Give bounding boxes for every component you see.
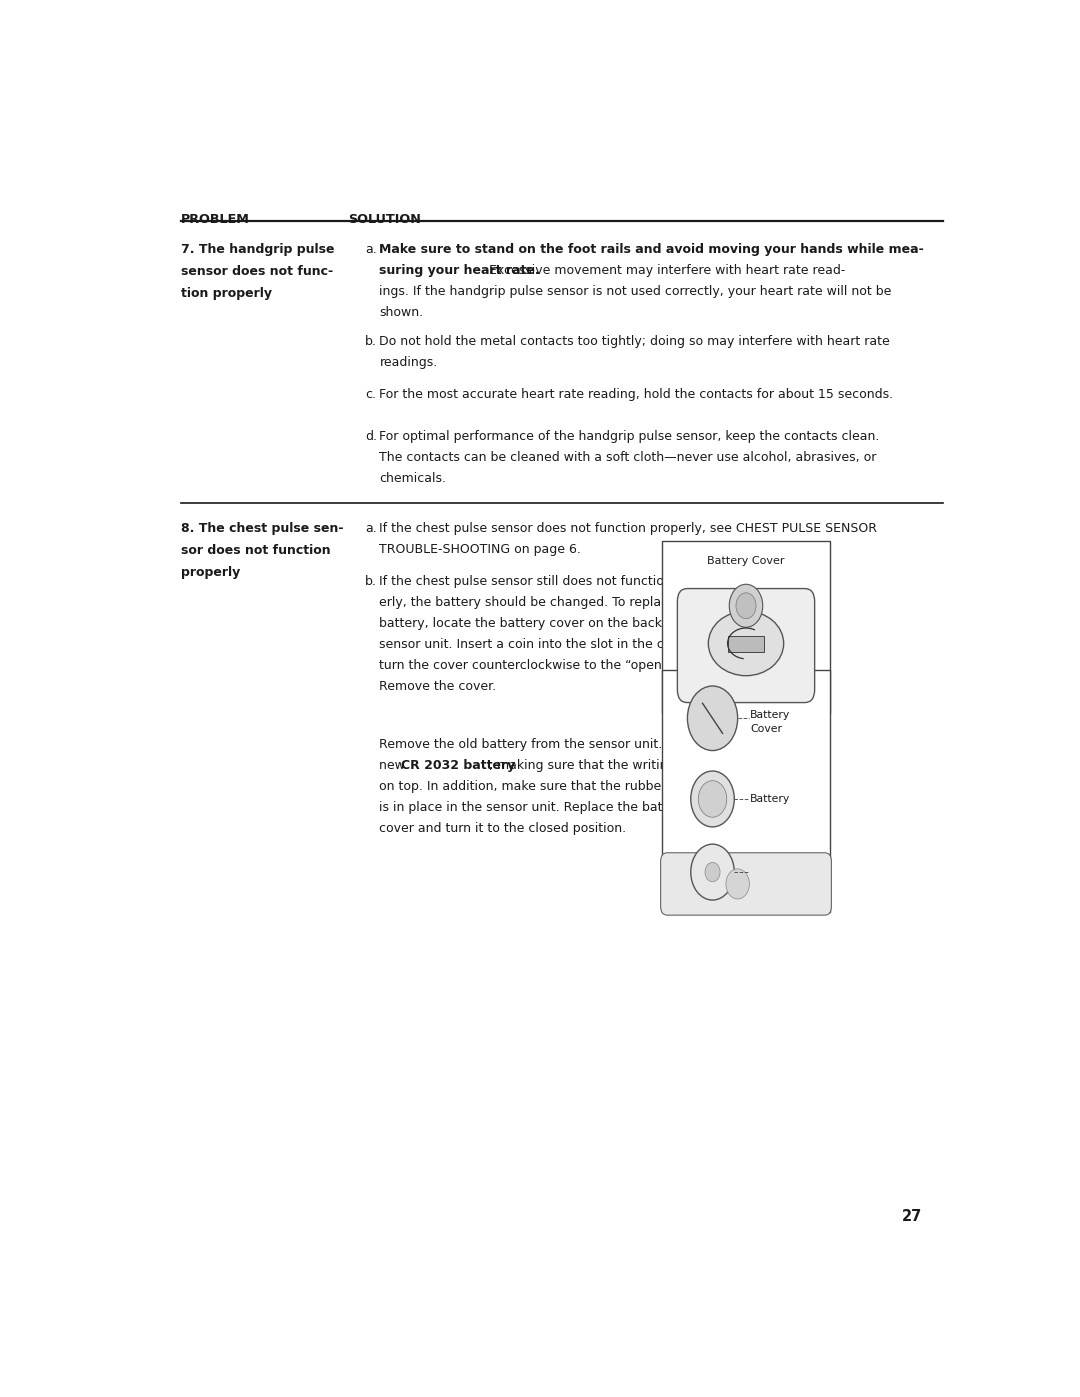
Text: turn the cover counterclockwise to the “open” position.: turn the cover counterclockwise to the “… bbox=[379, 659, 726, 672]
Circle shape bbox=[735, 592, 756, 619]
Circle shape bbox=[726, 869, 750, 900]
Text: Do not hold the metal contacts too tightly; doing so may interfere with heart ra: Do not hold the metal contacts too tight… bbox=[379, 335, 890, 348]
Text: If the chest pulse sensor does not function properly, see CHEST PULSE SENSOR: If the chest pulse sensor does not funct… bbox=[379, 522, 877, 535]
Text: Rubber: Rubber bbox=[751, 863, 789, 873]
FancyBboxPatch shape bbox=[677, 588, 814, 703]
FancyBboxPatch shape bbox=[728, 636, 764, 652]
Text: sensor does not func-: sensor does not func- bbox=[181, 265, 333, 278]
Text: PROBLEM: PROBLEM bbox=[181, 212, 249, 226]
Text: is in place in the sensor unit. Replace the battery: is in place in the sensor unit. Replace … bbox=[379, 802, 688, 814]
Text: Remove the old battery from the sensor unit. Insert a: Remove the old battery from the sensor u… bbox=[379, 739, 714, 752]
Text: new: new bbox=[379, 760, 409, 773]
Text: b.: b. bbox=[365, 574, 377, 588]
Text: battery, locate the battery cover on the back of the: battery, locate the battery cover on the… bbox=[379, 617, 703, 630]
Text: Remove the cover.: Remove the cover. bbox=[379, 680, 497, 693]
Text: shown.: shown. bbox=[379, 306, 423, 319]
Circle shape bbox=[699, 781, 727, 817]
Text: c.: c. bbox=[365, 388, 376, 401]
Text: suring your heart rate.: suring your heart rate. bbox=[379, 264, 540, 277]
Text: Battery Cover: Battery Cover bbox=[707, 556, 785, 566]
Text: cover and turn it to the closed position.: cover and turn it to the closed position… bbox=[379, 823, 626, 835]
Text: TROUBLE-SHOOTING on page 6.: TROUBLE-SHOOTING on page 6. bbox=[379, 543, 581, 556]
Text: a.: a. bbox=[365, 522, 377, 535]
Text: SOLUTION: SOLUTION bbox=[349, 212, 421, 226]
Text: Battery: Battery bbox=[751, 793, 791, 803]
Text: For optimal performance of the handgrip pulse sensor, keep the contacts clean.: For optimal performance of the handgrip … bbox=[379, 430, 880, 443]
Text: Cover: Cover bbox=[751, 724, 782, 733]
Text: ings. If the handgrip pulse sensor is not used correctly, your heart rate will n: ings. If the handgrip pulse sensor is no… bbox=[379, 285, 892, 298]
Text: If the chest pulse sensor still does not function prop-: If the chest pulse sensor still does not… bbox=[379, 574, 708, 588]
Text: chemicals.: chemicals. bbox=[379, 472, 446, 485]
Text: 27: 27 bbox=[902, 1208, 922, 1224]
Text: sensor unit. Insert a coin into the slot in the cover and: sensor unit. Insert a coin into the slot… bbox=[379, 638, 719, 651]
Text: For the most accurate heart rate reading, hold the contacts for about 15 seconds: For the most accurate heart rate reading… bbox=[379, 388, 893, 401]
Circle shape bbox=[691, 844, 734, 900]
Text: 8. The chest pulse sen-: 8. The chest pulse sen- bbox=[181, 522, 343, 535]
Text: d.: d. bbox=[365, 430, 377, 443]
Text: on top. In addition, make sure that the rubber gasket: on top. In addition, make sure that the … bbox=[379, 781, 713, 793]
Text: tion properly: tion properly bbox=[181, 286, 272, 300]
Ellipse shape bbox=[708, 610, 784, 676]
Circle shape bbox=[729, 584, 762, 627]
Circle shape bbox=[691, 771, 734, 827]
Text: readings.: readings. bbox=[379, 356, 437, 369]
Text: sor does not function: sor does not function bbox=[181, 545, 330, 557]
FancyBboxPatch shape bbox=[661, 852, 832, 915]
Text: a.: a. bbox=[365, 243, 377, 256]
Text: b.: b. bbox=[365, 335, 377, 348]
Text: CR 2032 battery: CR 2032 battery bbox=[401, 760, 515, 773]
Circle shape bbox=[705, 862, 720, 882]
Text: Make sure to stand on the foot rails and avoid moving your hands while mea-: Make sure to stand on the foot rails and… bbox=[379, 243, 924, 256]
Text: , making sure that the writing is: , making sure that the writing is bbox=[489, 760, 689, 773]
Text: 7. The handgrip pulse: 7. The handgrip pulse bbox=[181, 243, 335, 256]
Text: erly, the battery should be changed. To replace the: erly, the battery should be changed. To … bbox=[379, 595, 701, 609]
Text: Gasket: Gasket bbox=[751, 877, 787, 887]
Circle shape bbox=[687, 686, 738, 750]
Text: Excessive movement may interfere with heart rate read-: Excessive movement may interfere with he… bbox=[485, 264, 846, 277]
FancyBboxPatch shape bbox=[662, 541, 829, 714]
Text: The contacts can be cleaned with a soft cloth—never use alcohol, abrasives, or: The contacts can be cleaned with a soft … bbox=[379, 451, 877, 464]
Text: properly: properly bbox=[181, 566, 240, 580]
FancyBboxPatch shape bbox=[662, 671, 829, 912]
Text: Battery: Battery bbox=[751, 710, 791, 719]
